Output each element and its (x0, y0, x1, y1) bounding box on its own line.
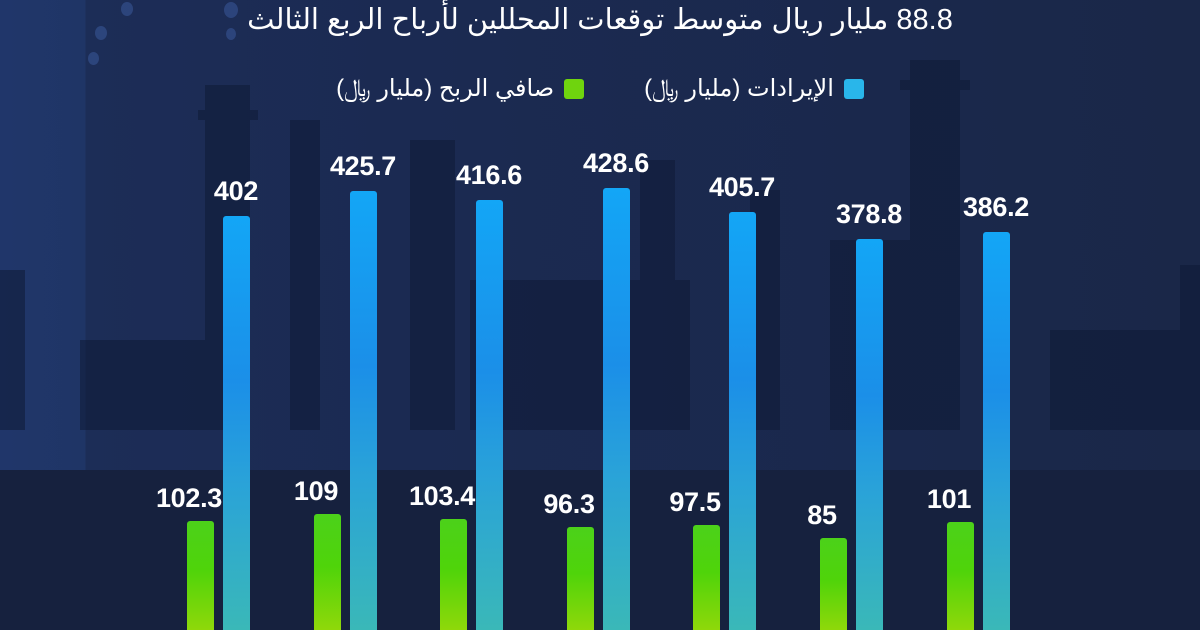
net-profit-bar (314, 513, 341, 630)
revenue-value-label: 425.7 (329, 151, 397, 182)
decorative-dot (226, 28, 236, 40)
legend-item-revenue: الإيرادات (مليار ﷼) (644, 74, 864, 103)
chart-title: 88.8 مليار ريال متوسط توقعات المحللين لأ… (247, 4, 953, 36)
revenue-value-label: 405.7 (708, 171, 776, 202)
revenue-bar (476, 200, 503, 630)
decorative-dot (224, 2, 238, 18)
net-profit-bar (187, 520, 214, 630)
decorative-dot (95, 26, 107, 40)
net-profit-value-label: 103.4 (408, 481, 476, 512)
revenue-swatch-icon (843, 78, 864, 99)
revenue-value-label: 402 (213, 175, 259, 206)
revenue-value-label: 386.2 (962, 191, 1030, 222)
revenue-bar (223, 215, 250, 630)
revenue-value-label: 416.6 (455, 160, 523, 191)
net-profit-bar (820, 538, 847, 630)
net-profit-bar (440, 519, 467, 630)
net-profit-value-label: 101 (926, 483, 972, 514)
legend-item-net-profit: صافي الربح (مليار ﷼) (336, 74, 585, 103)
net-profit-value-label: 97.5 (669, 487, 721, 518)
decorative-dot (121, 2, 133, 16)
net-profit-bar (693, 525, 720, 630)
decorative-dot (88, 52, 99, 65)
legend: الإيرادات (مليار ﷼) صافي الربح (مليار ﷼) (0, 74, 1200, 103)
revenue-bar (603, 188, 630, 630)
net-profit-bar (567, 526, 594, 630)
net-profit-swatch-icon (564, 78, 585, 99)
net-profit-value-label: 85 (807, 500, 837, 531)
revenue-bar (350, 191, 377, 630)
legend-label-net-profit: صافي الربح (مليار ﷼) (336, 75, 555, 102)
net-profit-value-label: 96.3 (543, 488, 595, 519)
net-profit-bar (947, 521, 974, 630)
revenue-bar (729, 211, 756, 630)
net-profit-value-label: 102.3 (155, 482, 223, 513)
legend-label-revenue: الإيرادات (مليار ﷼) (644, 75, 834, 102)
revenue-bar (983, 231, 1010, 630)
net-profit-value-label: 109 (293, 475, 339, 506)
revenue-bar (856, 239, 883, 630)
revenue-value-label: 378.8 (835, 199, 903, 230)
revenue-value-label: 428.6 (582, 148, 650, 179)
